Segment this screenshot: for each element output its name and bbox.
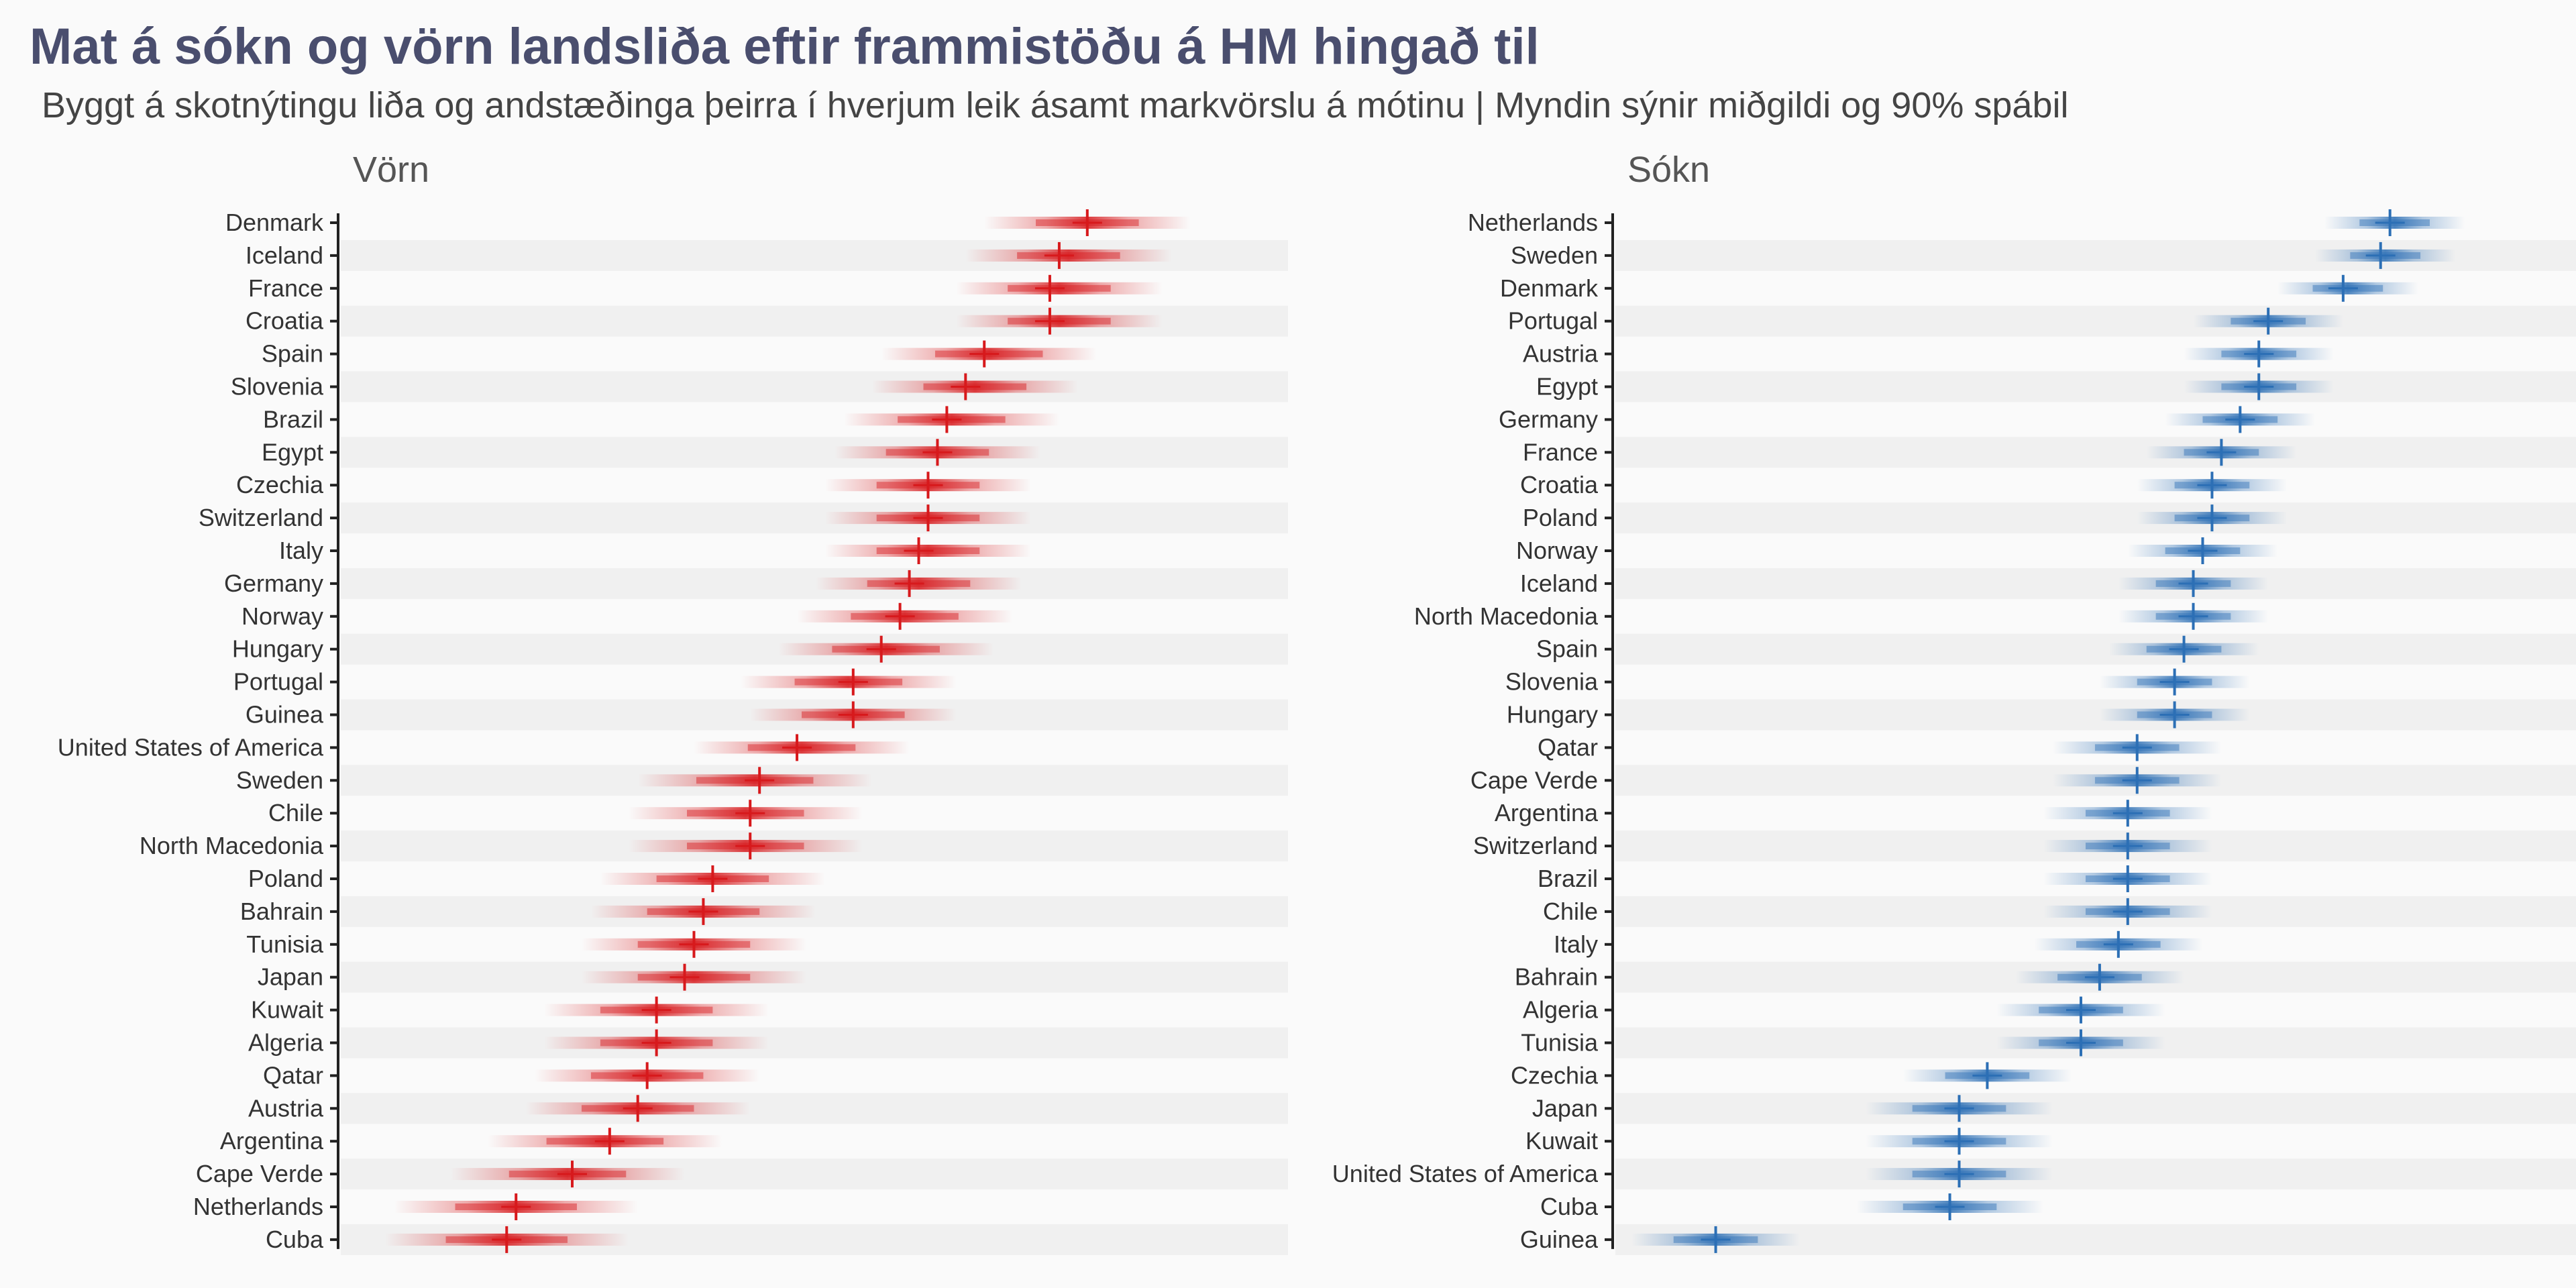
tick-label: Bahrain — [1515, 963, 1598, 991]
tick-label: Guinea — [246, 701, 324, 729]
row-band — [1615, 699, 2576, 731]
row-band — [1615, 1159, 2576, 1190]
tick-label: North Macedonia — [1414, 602, 1599, 630]
tick-label: Cuba — [1540, 1193, 1599, 1220]
tick-label: Qatar — [1538, 733, 1598, 761]
tick-label: Qatar — [263, 1061, 323, 1089]
tick-label: Bahrain — [240, 898, 323, 925]
tick-label: Brazil — [263, 405, 323, 433]
tick-label: Brazil — [1538, 865, 1598, 892]
row-band — [1615, 305, 2576, 337]
tick-label: Switzerland — [199, 504, 323, 531]
row-band — [1615, 437, 2576, 468]
tick-label: Chile — [1543, 898, 1598, 925]
row-band — [341, 1027, 1288, 1059]
row-band — [341, 568, 1288, 599]
tick-label: Iceland — [246, 241, 323, 269]
tick-label: France — [248, 274, 323, 302]
tick-label: North Macedonia — [140, 832, 324, 859]
tick-label: Portugal — [233, 668, 323, 696]
panel-title-defense: Vörn — [353, 150, 430, 190]
tick-label: Denmark — [225, 209, 324, 236]
tick-label: Austria — [1523, 340, 1599, 368]
tick-label: Tunisia — [1521, 1029, 1599, 1057]
tick-label: Croatia — [1520, 471, 1599, 498]
tick-label: Cuba — [266, 1226, 324, 1253]
tick-label: Croatia — [246, 307, 324, 335]
tick-label: Kuwait — [251, 996, 323, 1024]
defense-chart: Denmark Iceland France Croatia Spain Slovenia… — [57, 209, 1288, 1253]
tick-label: Poland — [248, 865, 323, 892]
tick-label: Slovenia — [1505, 668, 1599, 696]
tick-label: Netherlands — [1468, 209, 1598, 236]
row-band — [341, 437, 1288, 468]
tick-label: Argentina — [1495, 799, 1599, 826]
tick-label: Kuwait — [1525, 1127, 1598, 1155]
tick-label: Norway — [1516, 537, 1598, 564]
tick-label: Hungary — [232, 635, 323, 663]
tick-label: Algeria — [1523, 996, 1599, 1024]
tick-label: Czechia — [236, 471, 324, 498]
chart-title: Mat á sókn og vörn landsliða eftir framm… — [30, 18, 1540, 75]
tick-label: Japan — [1532, 1094, 1598, 1122]
tick-label: Tunisia — [246, 930, 324, 958]
row-band — [1615, 502, 2576, 534]
tick-label: Guinea — [1520, 1226, 1599, 1253]
tick-label: Sweden — [236, 766, 323, 794]
tick-label: Egypt — [1536, 373, 1598, 400]
tick-label: Algeria — [248, 1029, 324, 1057]
tick-label: Spain — [1536, 635, 1598, 663]
chart-subtitle: Byggt á skotnýtingu liða og andstæðinga … — [42, 85, 2069, 125]
tick-label: Poland — [1523, 504, 1598, 531]
tick-label: Cape Verde — [1470, 766, 1598, 794]
tick-label: France — [1523, 438, 1598, 466]
row-band — [1615, 1093, 2576, 1124]
tick-label: Egypt — [262, 438, 323, 466]
tick-label: Spain — [262, 340, 323, 368]
tick-label: Cape Verde — [196, 1160, 323, 1187]
tick-label: Argentina — [220, 1127, 324, 1155]
row-band — [1615, 568, 2576, 599]
panel-title-attack: Sókn — [1627, 150, 1711, 190]
tick-label: Portugal — [1508, 307, 1598, 335]
tick-label: Germany — [1499, 405, 1598, 433]
tick-label: Switzerland — [1473, 832, 1598, 859]
row-band — [1615, 371, 2576, 402]
row-band — [341, 1093, 1288, 1124]
tick-label: Hungary — [1507, 701, 1598, 729]
tick-label: Netherlands — [193, 1193, 323, 1220]
tick-label: United States of America — [1332, 1160, 1599, 1187]
tick-label: Austria — [248, 1094, 324, 1122]
tick-label: Japan — [258, 963, 323, 991]
tick-label: Germany — [224, 570, 323, 597]
tick-label: Czechia — [1511, 1061, 1599, 1089]
row-band — [1615, 633, 2576, 665]
tick-label: Chile — [268, 799, 323, 826]
tick-label: United States of America — [58, 733, 324, 761]
tick-label: Italy — [279, 537, 323, 564]
tick-label: Norway — [241, 602, 323, 630]
row-band — [341, 371, 1288, 402]
tick-label: Sweden — [1511, 241, 1598, 269]
tick-label: Italy — [1554, 930, 1598, 958]
tick-label: Iceland — [1520, 570, 1598, 597]
row-band — [341, 502, 1288, 534]
tick-label: Slovenia — [231, 373, 324, 400]
row-band — [341, 961, 1288, 993]
tick-label: Denmark — [1500, 274, 1599, 302]
